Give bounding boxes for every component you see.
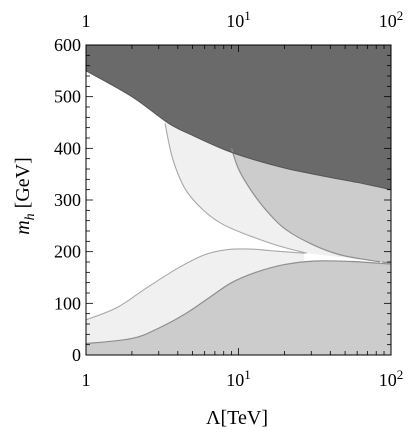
x-tick-label-top: 1 xyxy=(82,11,91,31)
x-tick-label-bottom: 1 xyxy=(82,370,91,390)
y-axis-label-unit: [GeV] xyxy=(12,157,34,213)
region-lower-medium xyxy=(86,260,391,355)
x-tick-label-top-base: 1 xyxy=(82,11,91,31)
x-tick-label-top: 101 xyxy=(226,8,251,31)
y-tick-label: 200 xyxy=(54,242,81,262)
y-tick-label: 500 xyxy=(54,87,81,107)
x-tick-label-bottom: 101 xyxy=(226,367,251,390)
y-tick-label: 400 xyxy=(54,138,81,158)
plot-regions xyxy=(85,45,392,355)
x-tick-label-bottom: 102 xyxy=(379,367,404,390)
x-tick-label-bottom-exponent: 1 xyxy=(244,367,251,382)
region-upper-dark xyxy=(86,45,391,190)
contour-upper-medium xyxy=(230,148,392,264)
x-tick-label-bottom-base: 10 xyxy=(379,370,397,390)
y-tick-label: 0 xyxy=(72,345,81,365)
region-upper-light xyxy=(165,45,391,264)
x-tick-label-top: 102 xyxy=(379,8,404,31)
x-tick-label-bottom-base: 10 xyxy=(226,370,244,390)
x-tick-label-bottom-exponent: 2 xyxy=(397,367,404,382)
y-tick-label: 600 xyxy=(54,35,81,55)
axis-ticks xyxy=(85,44,392,356)
contour-lower-medium xyxy=(85,260,392,345)
contour-upper-dark xyxy=(85,70,392,191)
x-tick-label-bottom-base: 1 xyxy=(82,370,91,390)
y-tick-label: 100 xyxy=(54,293,81,313)
y-axis-label: mh [GeV] xyxy=(12,157,38,235)
x-tick-label-top-exponent: 1 xyxy=(244,8,251,23)
contour-upper-light xyxy=(164,123,307,254)
x-tick-label-top-base: 10 xyxy=(226,11,244,31)
x-tick-label-top-exponent: 2 xyxy=(397,8,404,23)
x-tick-label-top-base: 10 xyxy=(379,11,397,31)
x-axis-label: Λ[TeV] xyxy=(206,407,268,429)
contour-lower-light xyxy=(85,248,305,321)
y-axis-label-symbol: m xyxy=(12,220,34,234)
y-axis-label-subscript: h xyxy=(23,213,38,220)
y-tick-label: 300 xyxy=(54,190,81,210)
